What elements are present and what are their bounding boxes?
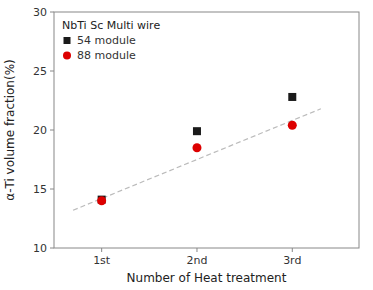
legend-swatch	[63, 52, 71, 60]
y-tick	[50, 189, 54, 190]
point	[97, 196, 106, 205]
plot-frame	[54, 12, 359, 248]
plot-marks	[73, 93, 321, 210]
y-tick-label: 20	[33, 124, 47, 137]
y-tick-label: 25	[33, 65, 47, 78]
point	[288, 93, 296, 101]
legend: NbTi Sc Multi wire 54 module 88 module	[62, 19, 160, 62]
trend-line	[73, 109, 321, 210]
y-axis-label: α-Ti volume fraction(%)	[3, 59, 17, 200]
y-tick-label: 30	[33, 6, 47, 19]
legend-swatch	[64, 37, 71, 44]
y-tick	[50, 71, 54, 72]
legend-title: NbTi Sc Multi wire	[62, 19, 160, 32]
x-tick-label: 2nd	[186, 254, 207, 267]
x-tick-label: 1st	[93, 254, 111, 267]
x-tick-label: 3rd	[283, 254, 301, 267]
point	[193, 127, 201, 135]
legend-label: 54 module	[77, 34, 136, 47]
y-tick	[50, 248, 54, 249]
y-tick	[50, 130, 54, 131]
x-tick	[101, 248, 102, 252]
legend-label: 88 module	[77, 49, 136, 62]
x-tick	[292, 248, 293, 252]
point	[288, 121, 297, 130]
y-tick-label: 15	[33, 183, 47, 196]
y-tick	[50, 12, 54, 13]
chart: 10 15 20 25 30 1st 2nd 3rd Number of Heat treatm…	[0, 0, 373, 290]
x-axis-label: Number of Heat treatment	[127, 271, 287, 285]
x-tick	[196, 248, 197, 252]
point	[192, 143, 201, 152]
y-tick-label: 10	[33, 242, 47, 255]
